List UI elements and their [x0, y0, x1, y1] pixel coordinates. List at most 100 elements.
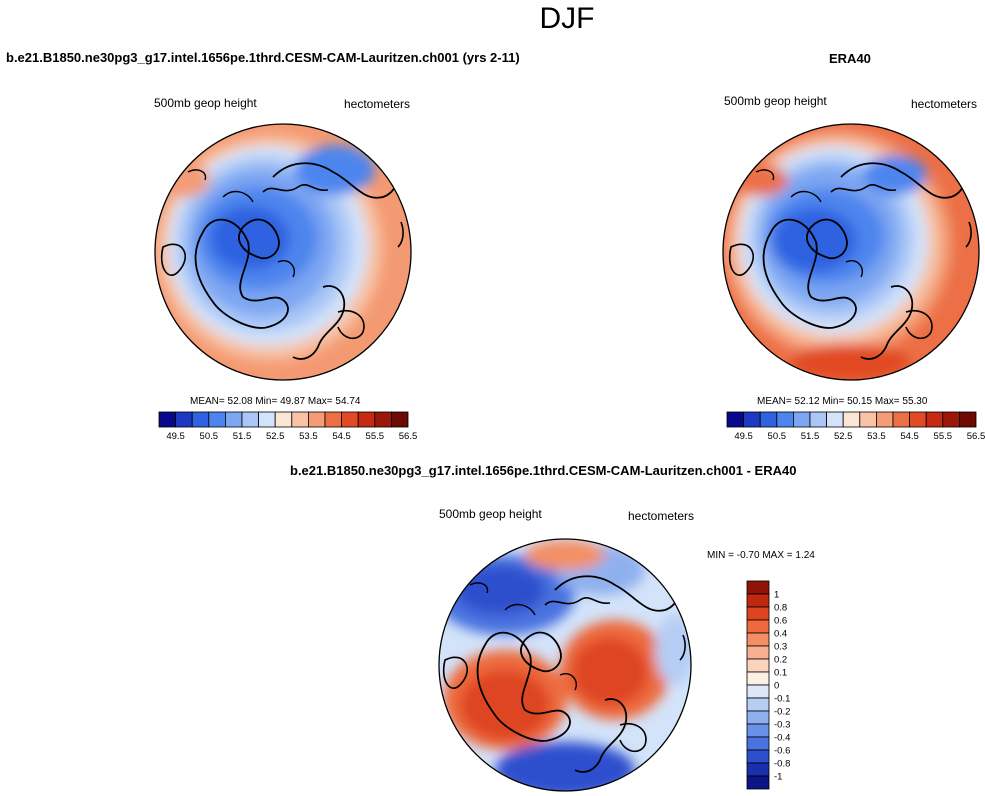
colorbar-3-box [746, 710, 770, 725]
colorbar-2-tick-label: 50.5 [768, 431, 787, 442]
colorbar-2-box [759, 411, 778, 428]
colorbar-3-tick-label: 1 [774, 590, 779, 601]
colorbar-2-box [876, 411, 894, 428]
colorbar-3-box [746, 749, 770, 764]
map-3 [439, 539, 691, 791]
colorbar-3-tick-label: -1 [774, 772, 782, 783]
panel-1-stats: MEAN= 52.08 Min= 49.87 Max= 54.74 [190, 396, 360, 407]
colorbar-1-box [175, 411, 193, 428]
colorbar-1-box [208, 411, 226, 428]
panel-2-left-label: 500mb geop height [724, 94, 827, 108]
colorbar-3-tick-label: -0.2 [774, 707, 790, 718]
panel-1-mean-value: 52.08 [227, 396, 253, 407]
colorbar-2-tick-label: 56.5 [967, 431, 985, 442]
colorbar-1-box [258, 411, 276, 428]
panel-2-mean-value: 52.12 [794, 396, 820, 407]
colorbar-1-box [274, 411, 293, 428]
colorbar-1-tick-label: 49.5 [166, 431, 185, 442]
colorbar-2: 49.5 50.5 51.5 52.5 53.5 54.5 55.5 56.5 [726, 411, 985, 442]
colorbar-1-box [241, 411, 260, 428]
panel-1-max-value: 54.74 [335, 396, 361, 407]
colorbar-3-tick-label: -0.3 [774, 720, 790, 731]
colorbar-2-box [959, 411, 977, 428]
colorbar-1-tick-label: 55.5 [366, 431, 385, 442]
panel-3-min-value: -0.70 [736, 550, 760, 561]
colorbar-3-box [746, 723, 770, 738]
panel-2-title: ERA40 [829, 51, 871, 66]
colorbar-3-tick-label: 0.4 [774, 629, 787, 640]
colorbar-1-box [357, 411, 376, 428]
colorbar-2-box [776, 411, 794, 428]
colorbar-3-box [746, 697, 770, 712]
colorbar-3-box [746, 619, 770, 634]
colorbar-2-box [826, 411, 844, 428]
colorbar-3-box [746, 593, 770, 608]
colorbar-3-tick-label: -0.1 [774, 694, 790, 705]
panel-3-max-label: MAX = [762, 550, 793, 561]
colorbar-3-box [746, 762, 770, 777]
colorbar-2-box [809, 411, 828, 428]
colorbar-3-tick-label: 0 [774, 681, 779, 692]
colorbar-1-box [324, 411, 343, 428]
panel-1-min-label: Min= [255, 396, 278, 407]
colorbar-2-box [793, 411, 811, 428]
colorbar-3-box [746, 645, 770, 660]
colorbar-2-box [909, 411, 927, 428]
colorbar-1-tick-label: 52.5 [266, 431, 285, 442]
colorbar-3-tick-label: 0.6 [774, 616, 787, 627]
colorbar-3-tick-label: 0.1 [774, 668, 787, 679]
colorbar-3-box [746, 632, 770, 647]
colorbar-3-tick-label: 0.3 [774, 642, 787, 653]
colorbar-1-box [307, 411, 326, 428]
panel-2-right-label: hectometers [911, 97, 978, 111]
colorbar-3-tick-label: -0.4 [774, 733, 790, 744]
panel-3-min-label: MIN = [707, 550, 734, 561]
panel-2-max-label: Max= [874, 396, 900, 407]
colorbar-3-tick-label: 0.8 [774, 603, 787, 614]
colorbar-3-tick-label: 0.2 [774, 655, 787, 666]
panel-3-right-label: hectometers [628, 509, 695, 523]
colorbar-2-box [726, 411, 745, 428]
colorbar-1-box [191, 411, 210, 428]
panel-2-max-value: 55.30 [902, 396, 928, 407]
panel-1-right-label: hectometers [344, 97, 411, 111]
colorbar-1-box [224, 411, 243, 428]
map-2 [723, 124, 979, 380]
colorbar-1-tick-label: 50.5 [200, 431, 219, 442]
colorbar-2-box [743, 411, 761, 428]
panel-1-mean-label: MEAN= [190, 396, 225, 407]
colorbar-2-box [842, 411, 861, 428]
colorbar-3-box [746, 736, 770, 751]
colorbar-3-box [746, 658, 770, 673]
figure-title: DJF [539, 2, 595, 35]
map-1 [155, 124, 411, 380]
map-2-border [722, 123, 980, 381]
colorbar-3-box [746, 606, 770, 621]
colorbar-2-box [859, 411, 877, 428]
panel-1-left-label: 500mb geop height [154, 96, 257, 110]
colorbar-3-box [746, 684, 770, 699]
colorbar-2-tick-label: 53.5 [867, 431, 886, 442]
colorbar-1: 49.5 50.5 51.5 52.5 53.5 54.5 55.5 56.5 [158, 411, 418, 442]
colorbar-2-box [942, 411, 960, 428]
panel-2-min-label: Min= [822, 396, 845, 407]
panel-3-title: b.e21.B1850.ne30pg3_g17.intel.1656pe.1th… [290, 463, 797, 478]
panel-3-max-value: 1.24 [795, 550, 815, 561]
colorbar-2-tick-label: 55.5 [934, 431, 953, 442]
colorbar-2-tick-label: 54.5 [900, 431, 919, 442]
colorbar-1-box [390, 411, 409, 428]
colorbar-1-box [291, 411, 309, 428]
panel-1-min-value: 49.87 [280, 396, 306, 407]
map-3-border [438, 538, 692, 792]
colorbar-1-tick-label: 56.5 [399, 431, 418, 442]
panel-2-min-value: 50.15 [847, 396, 873, 407]
colorbar-1-box [158, 411, 177, 428]
map-1-border [154, 123, 412, 381]
panel-3-left-label: 500mb geop height [439, 507, 542, 521]
colorbar-3-tick-label: -0.8 [774, 759, 790, 770]
colorbar-3-box [746, 671, 770, 686]
panel-3-stats: MIN = -0.70 MAX = 1.24 [707, 550, 815, 561]
colorbar-2-tick-label: 51.5 [801, 431, 820, 442]
colorbar-3-box [746, 775, 770, 790]
